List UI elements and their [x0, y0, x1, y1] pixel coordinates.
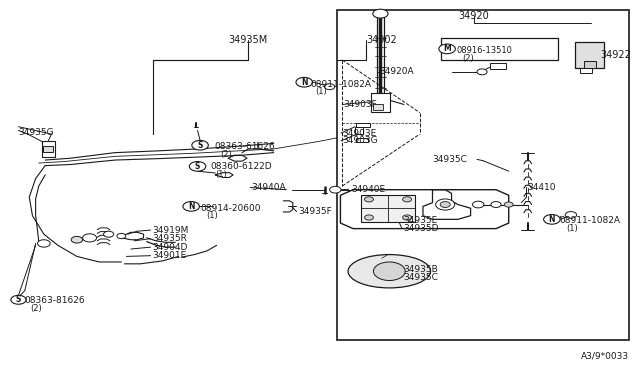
Circle shape [192, 140, 209, 150]
Text: 34920A: 34920A [379, 67, 414, 76]
Circle shape [374, 262, 405, 280]
Circle shape [11, 295, 26, 304]
Bar [355, 128, 363, 134]
Text: 34935F: 34935F [298, 207, 332, 216]
Text: A3/9*0033: A3/9*0033 [581, 351, 629, 360]
Circle shape [189, 161, 206, 171]
Circle shape [83, 234, 97, 242]
Circle shape [565, 212, 577, 218]
Bar [362, 195, 415, 222]
Text: N: N [301, 78, 307, 87]
Bar [575, 42, 604, 68]
Circle shape [104, 231, 114, 237]
Text: (1): (1) [566, 224, 578, 233]
Text: (2): (2) [462, 54, 474, 62]
Text: 34935G: 34935G [19, 128, 54, 137]
Text: 34920: 34920 [458, 11, 489, 21]
Bar [356, 123, 371, 128]
Circle shape [365, 197, 374, 202]
Text: 34935C: 34935C [403, 273, 438, 282]
Text: S: S [197, 141, 203, 150]
Text: S: S [16, 295, 21, 304]
Bar [337, 10, 629, 340]
Text: 08916-13510: 08916-13510 [456, 46, 513, 55]
Circle shape [324, 84, 335, 90]
Circle shape [440, 202, 451, 208]
Text: 08911-1082A: 08911-1082A [310, 80, 372, 89]
Text: 34935C: 34935C [433, 155, 467, 164]
Bar [441, 38, 558, 60]
Bar [44, 146, 53, 152]
Text: 34903E: 34903E [342, 128, 376, 138]
Circle shape [296, 77, 312, 87]
Text: (1): (1) [215, 170, 227, 179]
Circle shape [504, 202, 513, 207]
Text: N: N [188, 202, 195, 211]
Circle shape [183, 202, 200, 211]
Text: 34922: 34922 [601, 50, 632, 60]
Text: 34935D: 34935D [403, 224, 439, 233]
Text: 34935R: 34935R [152, 234, 187, 243]
Bar [42, 141, 54, 157]
Text: S: S [195, 162, 200, 171]
Text: 34901E: 34901E [152, 251, 186, 260]
Bar [356, 138, 368, 141]
Text: (1): (1) [206, 211, 218, 220]
Text: N: N [548, 215, 555, 224]
Text: 34935M: 34935M [228, 35, 268, 45]
Text: 34940E: 34940E [351, 185, 385, 194]
Text: (2): (2) [220, 150, 232, 159]
Bar [371, 93, 390, 112]
Text: 08363-61626: 08363-61626 [214, 142, 275, 151]
Bar [584, 61, 596, 68]
Circle shape [543, 215, 560, 224]
Circle shape [439, 44, 456, 54]
Text: 34902: 34902 [366, 35, 397, 45]
Ellipse shape [348, 254, 431, 288]
Bar [374, 105, 383, 110]
Text: 08911-1082A: 08911-1082A [559, 216, 621, 225]
Text: M: M [444, 44, 451, 53]
Text: 08914-20600: 08914-20600 [201, 204, 261, 213]
Circle shape [403, 197, 412, 202]
Circle shape [477, 69, 487, 75]
Circle shape [38, 240, 50, 247]
Text: (1): (1) [316, 87, 328, 96]
Text: 34903F: 34903F [344, 100, 378, 109]
Circle shape [436, 199, 455, 210]
Text: 34919M: 34919M [152, 225, 188, 235]
Text: 08360-6122D: 08360-6122D [211, 162, 272, 171]
Circle shape [403, 215, 412, 220]
Circle shape [117, 234, 126, 238]
Circle shape [330, 186, 341, 193]
Bar [490, 62, 506, 69]
Text: 34935E: 34935E [403, 217, 438, 225]
Text: 34935B: 34935B [403, 265, 438, 274]
Text: 34903G: 34903G [342, 136, 378, 145]
Circle shape [71, 236, 83, 243]
Circle shape [491, 202, 501, 208]
Bar [580, 68, 592, 73]
Text: 08363-81626: 08363-81626 [25, 296, 86, 305]
Text: 34940A: 34940A [252, 183, 286, 192]
Circle shape [365, 215, 374, 220]
Circle shape [373, 9, 388, 18]
Text: 34904D: 34904D [152, 243, 188, 251]
Text: (2): (2) [31, 304, 42, 313]
Text: 34410: 34410 [528, 183, 556, 192]
Circle shape [472, 201, 484, 208]
